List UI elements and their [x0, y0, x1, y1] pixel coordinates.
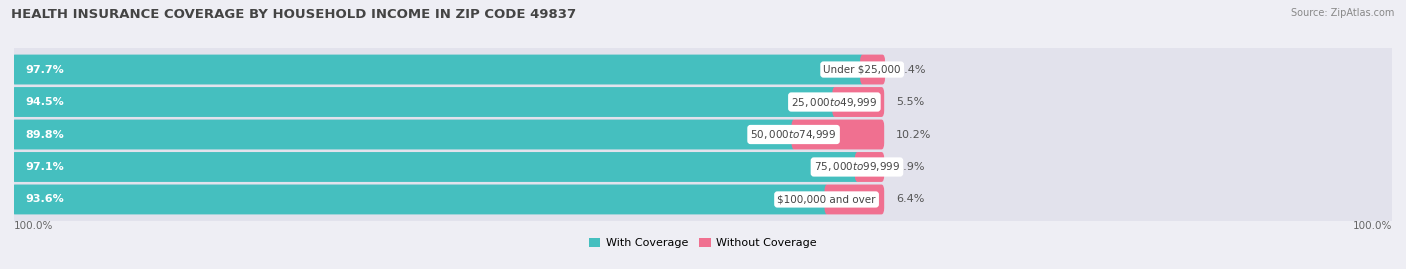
- Text: 2.4%: 2.4%: [897, 65, 925, 75]
- Text: $25,000 to $49,999: $25,000 to $49,999: [792, 95, 877, 108]
- Text: $75,000 to $99,999: $75,000 to $99,999: [814, 161, 900, 174]
- FancyBboxPatch shape: [13, 55, 865, 84]
- FancyBboxPatch shape: [3, 162, 1403, 237]
- Text: 100.0%: 100.0%: [14, 221, 53, 231]
- Text: Under $25,000: Under $25,000: [824, 65, 901, 75]
- FancyBboxPatch shape: [13, 87, 837, 117]
- Legend: With Coverage, Without Coverage: With Coverage, Without Coverage: [585, 234, 821, 253]
- Text: 10.2%: 10.2%: [896, 129, 931, 140]
- FancyBboxPatch shape: [824, 185, 884, 214]
- FancyBboxPatch shape: [3, 130, 1403, 204]
- Text: HEALTH INSURANCE COVERAGE BY HOUSEHOLD INCOME IN ZIP CODE 49837: HEALTH INSURANCE COVERAGE BY HOUSEHOLD I…: [11, 8, 576, 21]
- Text: Source: ZipAtlas.com: Source: ZipAtlas.com: [1291, 8, 1395, 18]
- Text: 94.5%: 94.5%: [25, 97, 63, 107]
- Text: 6.4%: 6.4%: [896, 194, 924, 204]
- Text: 97.1%: 97.1%: [25, 162, 63, 172]
- FancyBboxPatch shape: [13, 119, 796, 150]
- Text: 5.5%: 5.5%: [896, 97, 924, 107]
- Text: 97.7%: 97.7%: [25, 65, 63, 75]
- Text: 100.0%: 100.0%: [1353, 221, 1392, 231]
- FancyBboxPatch shape: [860, 55, 884, 84]
- FancyBboxPatch shape: [855, 152, 884, 182]
- Text: $100,000 and over: $100,000 and over: [778, 194, 876, 204]
- Text: 2.9%: 2.9%: [896, 162, 924, 172]
- FancyBboxPatch shape: [792, 119, 884, 150]
- FancyBboxPatch shape: [13, 152, 859, 182]
- FancyBboxPatch shape: [3, 65, 1403, 139]
- FancyBboxPatch shape: [832, 87, 884, 117]
- FancyBboxPatch shape: [3, 32, 1403, 107]
- Text: 93.6%: 93.6%: [25, 194, 63, 204]
- FancyBboxPatch shape: [13, 185, 828, 214]
- Text: 89.8%: 89.8%: [25, 129, 63, 140]
- FancyBboxPatch shape: [3, 97, 1403, 172]
- Text: $50,000 to $74,999: $50,000 to $74,999: [751, 128, 837, 141]
